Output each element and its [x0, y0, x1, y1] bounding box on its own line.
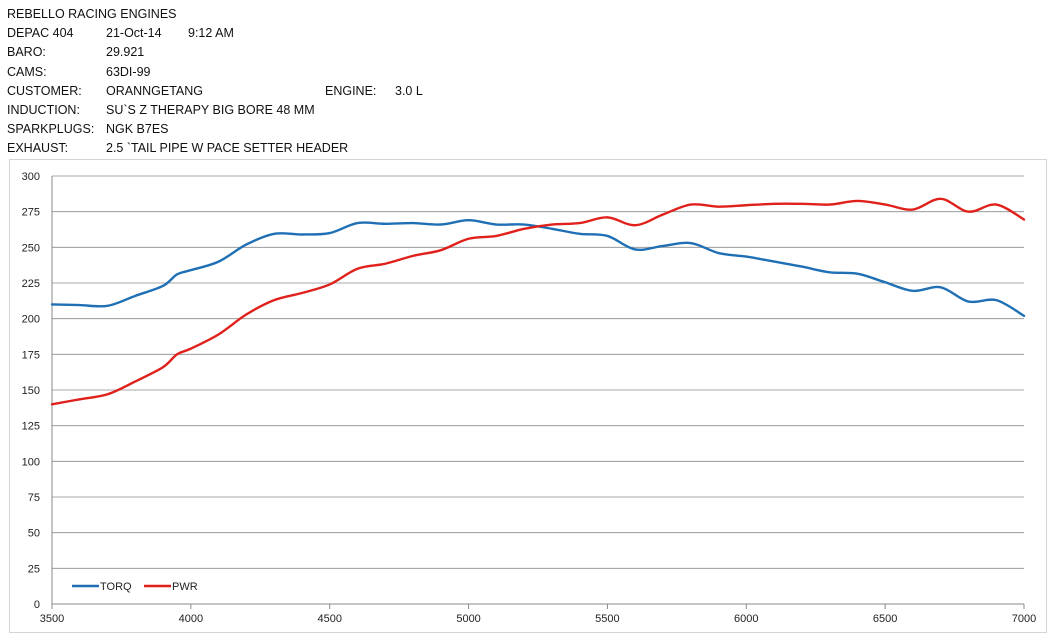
y-tick-label: 175 [22, 349, 40, 361]
y-tick-label: 125 [22, 421, 40, 433]
x-tick-label: 4500 [317, 613, 341, 625]
x-tick-label: 6500 [873, 613, 897, 625]
x-tick-label: 7000 [1012, 613, 1036, 625]
y-tick-label: 100 [22, 456, 40, 468]
y-tick-label: 250 [22, 242, 40, 254]
series-line-pwr [50, 197, 1026, 406]
series-line-torq [50, 219, 1026, 318]
test-time: 9:12 AM [188, 26, 234, 41]
test-date: 21-Oct-14 [106, 26, 162, 41]
legend-label-pwr: PWR [172, 581, 198, 593]
sparkplugs-value: NGK B7ES [106, 122, 169, 137]
y-tick-label: 50 [28, 528, 40, 540]
cams-label: CAMS: [7, 64, 47, 79]
sparkplugs-label: SPARKPLUGS: [7, 122, 95, 137]
depac-label: DEPAC 404 [7, 26, 74, 41]
y-tick-label: 25 [28, 563, 40, 575]
exhaust-label: EXHAUST: [7, 141, 69, 156]
customer-value: ORANNGETANG [106, 83, 203, 98]
customer-label: CUSTOMER: [7, 83, 82, 98]
y-tick-label: 225 [22, 278, 40, 290]
cams-value: 63DI-99 [106, 64, 151, 79]
y-tick-label: 300 [22, 171, 40, 183]
induction-label: INDUCTION: [7, 102, 80, 117]
x-tick-label: 5000 [456, 613, 480, 625]
engine-value: 3.0 L [395, 83, 423, 98]
x-tick-label: 4000 [179, 613, 203, 625]
y-tick-label: 75 [28, 492, 40, 504]
exhaust-value: 2.5 `TAIL PIPE W PACE SETTER HEADER [106, 141, 349, 156]
x-tick-label: 5500 [595, 613, 619, 625]
y-tick-label: 150 [22, 385, 40, 397]
legend-label-torq: TORQ [100, 581, 132, 593]
baro-value: 29.921 [106, 45, 145, 60]
x-tick-label: 3500 [40, 613, 64, 625]
y-tick-label: 0 [34, 599, 40, 611]
header-title: REBELLO RACING ENGINES [7, 7, 177, 21]
dyno-chart-frame [9, 159, 1047, 633]
engine-label: ENGINE: [325, 83, 377, 98]
y-tick-label: 275 [22, 207, 40, 219]
y-tick-label: 200 [22, 314, 40, 326]
induction-value: SU`S Z THERAPY BIG BORE 48 MM [106, 102, 315, 117]
baro-label: BARO: [7, 45, 46, 60]
x-tick-label: 6000 [734, 613, 758, 625]
